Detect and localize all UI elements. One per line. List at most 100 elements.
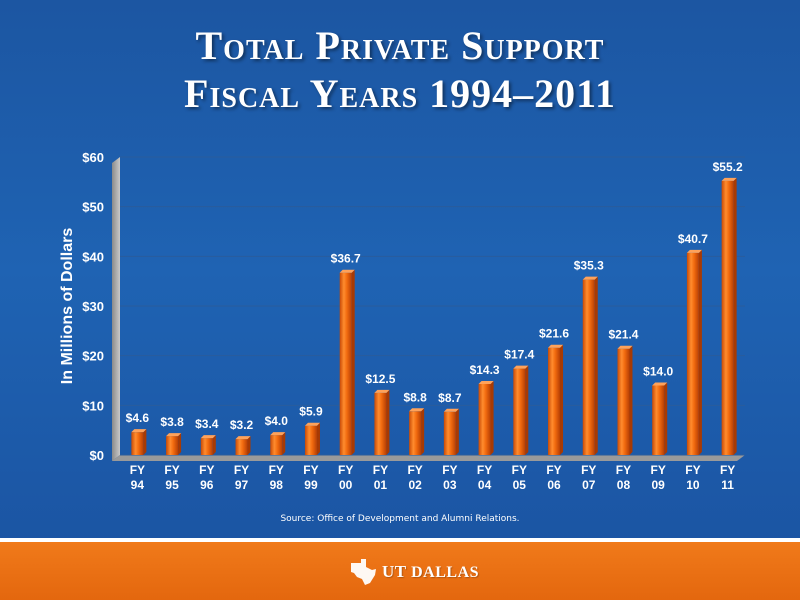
y-tick-label: $40 [82, 249, 104, 264]
bar-side [455, 408, 459, 455]
chart-side-wall [112, 157, 120, 461]
data-label: $3.8 [160, 415, 184, 429]
bar-top [478, 380, 494, 384]
y-tick-label: $0 [90, 448, 104, 463]
bar-front [409, 411, 422, 455]
bar-front [478, 383, 491, 455]
x-tick-label: FY [477, 463, 492, 477]
bar [166, 433, 182, 455]
x-tick-label: FY [303, 463, 318, 477]
x-tick-label: 09 [652, 478, 666, 492]
x-tick-label: 10 [686, 478, 700, 492]
bar-chart: $0 $10 $20 $30 $40 $50 $60 In Millions of Dolla… [59, 156, 745, 492]
x-tick-label: 95 [165, 478, 179, 492]
bar-side [664, 382, 668, 455]
bar [200, 435, 216, 455]
data-label: $3.2 [230, 418, 254, 432]
bar-side [629, 345, 633, 455]
bar-top [617, 345, 633, 349]
bar-front [235, 439, 248, 455]
x-tick-label: FY [130, 463, 145, 477]
x-tick-label: 02 [408, 478, 422, 492]
bar-side [282, 432, 286, 455]
x-tick-label: 08 [617, 478, 631, 492]
bar-side [525, 365, 529, 455]
bar-front [166, 436, 179, 455]
x-tick-label: 00 [339, 478, 353, 492]
data-label: $40.7 [678, 232, 708, 246]
bar-front [304, 425, 317, 455]
bar-side [733, 177, 737, 455]
bar-top [339, 269, 355, 273]
x-tick-label: FY [407, 463, 422, 477]
x-tick-label: 01 [374, 478, 388, 492]
x-tick-label: 07 [582, 478, 596, 492]
bar [548, 344, 564, 455]
bar [686, 249, 702, 455]
x-tick-label: FY [269, 463, 284, 477]
y-tick-label: $50 [82, 200, 104, 215]
x-tick-label: 94 [131, 478, 145, 492]
bar-front [548, 347, 561, 455]
bar [131, 429, 147, 455]
bar-top [443, 408, 459, 412]
data-label: $8.8 [403, 390, 427, 404]
bar-top [200, 435, 216, 439]
x-tick-label: 04 [478, 478, 492, 492]
data-label: $4.6 [126, 411, 150, 425]
data-label: $55.2 [713, 160, 743, 174]
bar-side [698, 249, 702, 455]
x-tick-label: FY [546, 463, 561, 477]
bar-front [200, 438, 213, 455]
bar [513, 365, 529, 455]
bar [374, 389, 390, 455]
chart-title-line-1: Total Private Support [195, 23, 605, 68]
data-label: $35.3 [574, 259, 604, 273]
x-tick-label: FY [616, 463, 631, 477]
x-tick-label: 97 [235, 478, 249, 492]
bar-top [686, 249, 702, 253]
bar-top [409, 408, 425, 412]
data-label: $5.9 [299, 405, 323, 419]
chart-title-line-2: Fiscal Years 1994–2011 [184, 71, 616, 116]
x-tick-label: 05 [513, 478, 527, 492]
data-label: $17.4 [504, 348, 534, 362]
x-tick-label: FY [720, 463, 735, 477]
bar-front [339, 272, 352, 455]
bar-front [617, 348, 630, 455]
data-label: $12.5 [365, 372, 395, 386]
data-label: $8.7 [438, 391, 462, 405]
data-label: $4.0 [265, 414, 289, 428]
footer-bar [0, 542, 800, 600]
bar [443, 408, 459, 455]
bar-front [374, 392, 387, 455]
bar-front [443, 411, 456, 455]
bar-top [235, 436, 251, 440]
texas-star-icon [351, 559, 376, 585]
bar-front [721, 180, 734, 455]
bar-top [304, 422, 320, 426]
x-tick-label: FY [512, 463, 527, 477]
data-label: $36.7 [331, 252, 361, 266]
bar-front [270, 435, 283, 455]
x-tick-label: FY [164, 463, 179, 477]
bar-side [178, 433, 182, 455]
bar [270, 432, 286, 455]
footer-divider [0, 538, 800, 542]
bar-side [386, 389, 390, 455]
source-note: Source: Office of Development and Alumni… [280, 514, 520, 524]
data-label: $21.4 [608, 328, 638, 342]
bar [235, 436, 251, 455]
y-axis-title: In Millions of Dollars [59, 228, 76, 385]
x-tick-label: FY [373, 463, 388, 477]
bar [304, 422, 320, 455]
bar-top [374, 389, 390, 393]
bar-side [212, 435, 216, 455]
bar-top [270, 432, 286, 436]
x-tick-label: 03 [443, 478, 457, 492]
bar-top [131, 429, 147, 433]
bar-top [513, 365, 529, 369]
x-tick-label: 96 [200, 478, 214, 492]
data-label: $3.4 [195, 417, 219, 431]
bar-top [652, 382, 668, 386]
